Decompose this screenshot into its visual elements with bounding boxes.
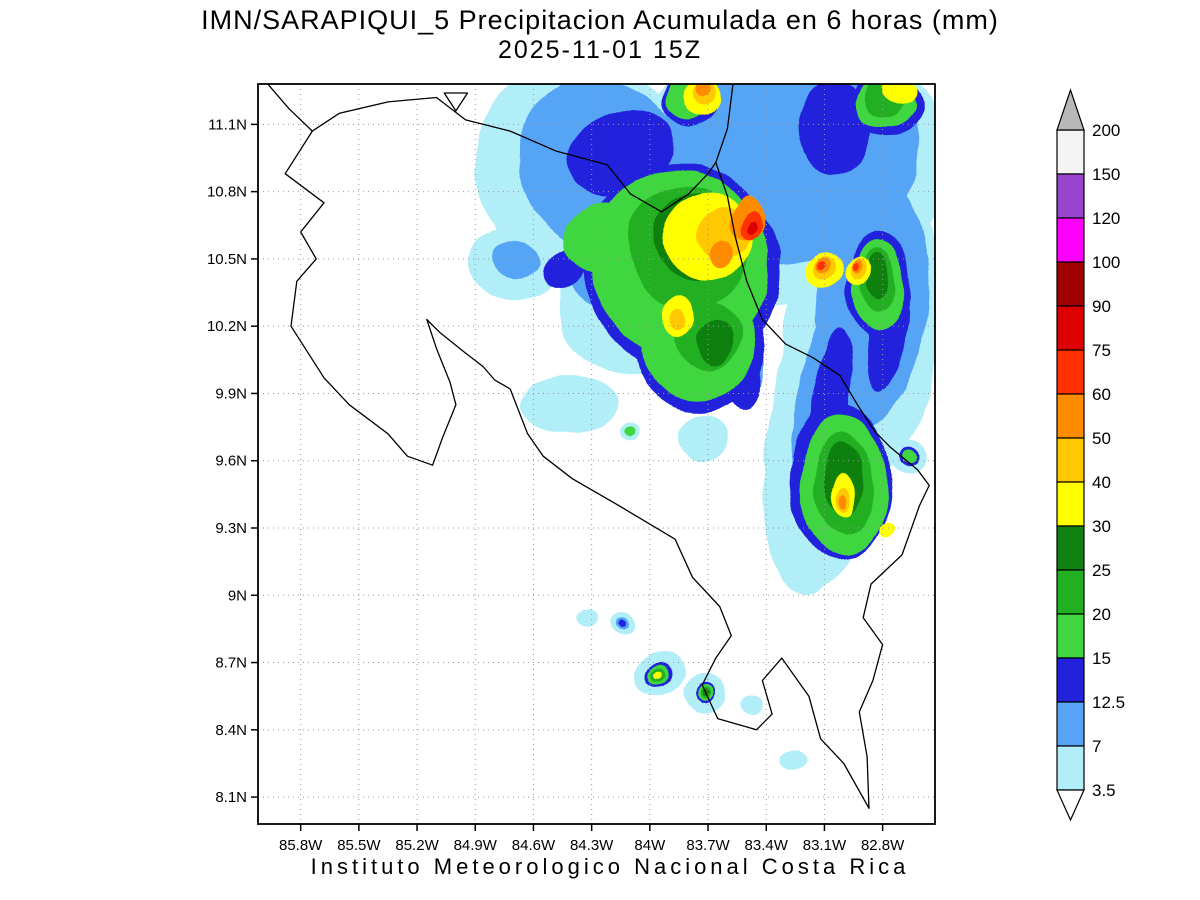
lon-tick-label: 83.4W [745, 837, 789, 854]
precip-blob [492, 241, 540, 277]
colorbar-segment [1056, 745, 1085, 791]
colorbar-segment [1056, 393, 1085, 439]
precip-blob [694, 84, 710, 97]
precip-blob [655, 670, 664, 678]
precip-blob [876, 520, 893, 536]
colorbar-label: 7 [1092, 737, 1101, 756]
lon-tick-label: 84.9W [454, 837, 498, 854]
chart-subtitle: 2025-11-01 15Z [497, 36, 703, 64]
lon-tick-label: 84.3W [570, 837, 614, 854]
nicaragua-pacific-coast [266, 84, 313, 132]
precip-blob [618, 620, 627, 629]
colorbar-segment [1056, 613, 1085, 659]
colorbar-arrow-top [1056, 88, 1085, 131]
precip-blob [519, 375, 617, 434]
colorbar-label: 40 [1092, 473, 1111, 492]
precip-blob [625, 424, 636, 435]
precip-blob [886, 84, 918, 107]
colorbar-label: 25 [1092, 561, 1111, 580]
coastlines [266, 84, 930, 809]
lat-tick-label: 8.7N [215, 655, 247, 672]
colorbar-segment [1056, 305, 1085, 351]
colorbar-label: 50 [1092, 429, 1111, 448]
plot-border [257, 83, 936, 825]
lon-tick-label: 82.8W [861, 837, 905, 854]
lon-tick-label: 85.5W [337, 837, 381, 854]
precip-blob [713, 240, 734, 268]
colorbar-label: 12.5 [1092, 693, 1125, 712]
precip-blob [671, 310, 687, 333]
lat-tick-label: 9.6N [215, 453, 247, 470]
colorbar-segment [1056, 657, 1085, 703]
precip-blob [679, 413, 730, 463]
colorbar-segment [1056, 569, 1085, 615]
chart-title: IMN/SARAPIQUI_5 Precipitacion Acumulada … [201, 5, 999, 35]
precip-blob [795, 84, 873, 179]
lon-tick-label: 84W [634, 837, 666, 854]
precip-shading-clip [471, 84, 935, 771]
precip-blob [779, 747, 808, 771]
colorbar-arrow-bottom [1056, 789, 1085, 822]
colorbar-segment [1056, 701, 1085, 747]
lon-tick-label: 84.6W [512, 837, 556, 854]
lat-tick-label: 9.9N [215, 385, 247, 402]
colorbar-label: 3.5 [1092, 781, 1116, 800]
lon-tick-label: 85.8W [279, 837, 323, 854]
colorbar-label: 30 [1092, 517, 1111, 536]
colorbar-label: 15 [1092, 649, 1111, 668]
lon-tick-label: 83.1W [803, 837, 847, 854]
lon-tick-label: 85.2W [395, 837, 439, 854]
lat-tick-label: 9N [228, 587, 247, 604]
colorbar-label: 60 [1092, 385, 1111, 404]
precip-blob [739, 694, 763, 717]
precip-blob [698, 690, 706, 698]
lat-tick-label: 10.8N [207, 184, 247, 201]
precip-blob [839, 493, 848, 509]
precip-blob [816, 261, 825, 270]
precip-blob [902, 449, 918, 463]
colorbar-segment [1056, 173, 1085, 219]
precip-blob [576, 610, 596, 629]
lat-tick-label: 11.1N [208, 116, 247, 133]
colorbar-label: 200 [1092, 121, 1120, 140]
colorbar-label: 120 [1092, 209, 1120, 228]
axis-labels: 11.1N 10.8N 10.5N 10.2N 9.9N 9.6N 9.3N 9N 8.7N 8.… [207, 116, 905, 854]
nicaragua-caribbean-coast [715, 84, 734, 163]
grid-lines [258, 84, 935, 824]
lat-tick-label: 9.3N [215, 520, 247, 537]
lat-tick-label: 8.1N [215, 789, 247, 806]
plot-frame [257, 83, 936, 825]
lon-tick-label: 83.7W [686, 837, 730, 854]
precip-blob [852, 262, 859, 269]
colorbar-label: 20 [1092, 605, 1111, 624]
precip-blob [867, 254, 891, 300]
lat-tick-label: 8.4N [215, 722, 247, 739]
precip-blob [745, 220, 756, 235]
footer-text: Instituto Meteorologico Nacional Costa R… [310, 854, 910, 879]
precip-shading [471, 84, 935, 771]
colorbar-segment [1056, 217, 1085, 263]
colorbar-segment [1056, 129, 1085, 175]
colorbar: 3.5 7 12.5 15 20 25 30 40 50 60 75 90 100 120 150 200 [1056, 88, 1125, 822]
colorbar-label: 150 [1092, 165, 1120, 184]
lake-nicaragua-tip [443, 92, 469, 112]
lat-tick-label: 10.5N [207, 251, 247, 268]
colorbar-segment [1056, 481, 1085, 527]
colorbar-segment [1056, 261, 1085, 307]
colorbar-segment [1056, 349, 1085, 395]
colorbar-segment [1056, 437, 1085, 483]
colorbar-label: 100 [1092, 253, 1120, 272]
lat-tick-label: 10.2N [207, 318, 247, 335]
colorbar-label: 90 [1092, 297, 1111, 316]
precip-blob [696, 321, 736, 367]
colorbar-segment [1056, 525, 1085, 571]
colorbar-label: 75 [1092, 341, 1111, 360]
costa-rica-outline [284, 96, 930, 809]
precip-blob [563, 201, 639, 272]
